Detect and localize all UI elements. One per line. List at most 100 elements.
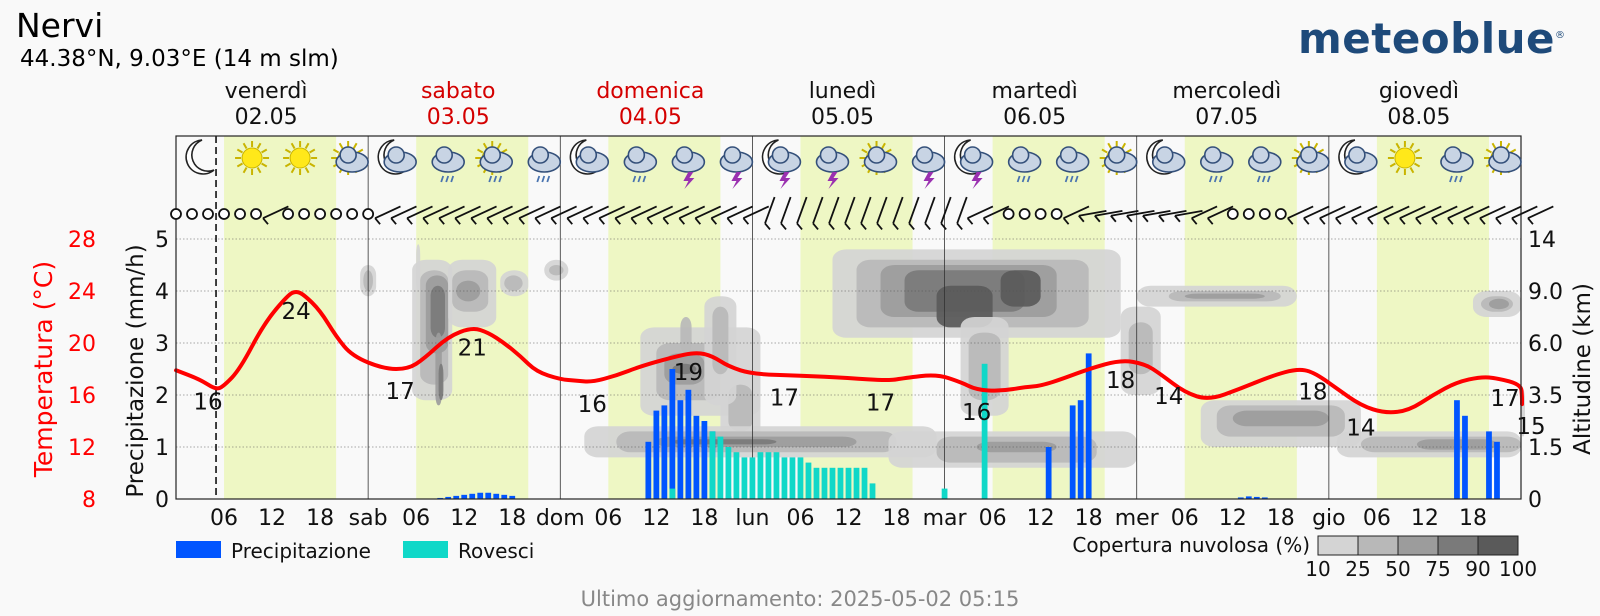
- plot-frame: [175, 135, 1522, 500]
- calm-wind-icon: [330, 208, 343, 220]
- cloud-blob: [1184, 293, 1265, 299]
- daylight-band: [224, 136, 337, 499]
- sun-cloud-icon: [1483, 141, 1522, 175]
- wind-barb-icon: [1447, 205, 1474, 220]
- shower-legend-label: Rovesci: [458, 539, 534, 563]
- wind-barb-icon: [1287, 205, 1314, 220]
- wind-barb-icon: [646, 205, 674, 220]
- precip-tick-label: 5: [155, 228, 169, 253]
- cloud-legend-level: 50: [1385, 557, 1410, 581]
- wind-barb-icon: [1495, 205, 1522, 220]
- temperature-label: 17: [866, 391, 895, 417]
- precip-bar: [653, 410, 660, 499]
- rain-cloud-icon: [1440, 146, 1474, 183]
- cloud-blob: [549, 265, 564, 276]
- wind-barb-icon: [470, 205, 497, 220]
- day-name: venerdì: [225, 79, 308, 104]
- shower-bar: [981, 363, 988, 499]
- cloud-blob: [456, 280, 481, 302]
- cloud-blob: [504, 275, 523, 291]
- sun-cloud-icon: [331, 141, 369, 175]
- day-name: domenica: [596, 79, 704, 104]
- precip-bar: [1077, 400, 1084, 499]
- wind-barb-icon: [967, 205, 994, 220]
- calm-wind-icon: [1034, 208, 1047, 220]
- day-date: 05.05: [811, 105, 874, 130]
- temperature-label: 16: [578, 392, 607, 418]
- shower-bar: [733, 452, 740, 499]
- temp-tick-label: 12: [68, 436, 96, 461]
- brand-logo[interactable]: meteoblue®: [1298, 14, 1566, 63]
- day-date: 02.05: [235, 105, 298, 130]
- wind-barb-icon: [860, 196, 872, 224]
- sun-icon: [235, 141, 270, 175]
- temperature-label: 14: [1154, 384, 1183, 410]
- shower-legend-swatch: [403, 541, 448, 558]
- precip-bar: [1237, 497, 1244, 499]
- calm-wind-icon: [298, 208, 310, 220]
- wind-barb-icon: [1319, 205, 1346, 220]
- wind-barb-icon: [1078, 209, 1107, 217]
- precip-bar: [677, 400, 684, 499]
- day-name: giovedì: [1379, 79, 1459, 104]
- wind-barb-icon: [908, 196, 920, 224]
- day-name: lunedì: [809, 79, 877, 104]
- brand-name: meteoblue: [1298, 14, 1556, 63]
- calm-wind-icon: [1226, 208, 1239, 220]
- precip-bar: [485, 492, 492, 499]
- calm-wind-icon: [1002, 208, 1015, 220]
- day-date: 07.05: [1195, 105, 1258, 130]
- temperature-label: 24: [281, 299, 310, 325]
- shower-bar: [757, 452, 764, 499]
- wind-barb-icon: [502, 205, 529, 220]
- cloud-legend-swatch: [1357, 535, 1399, 556]
- wind-barb-icon: [710, 205, 738, 220]
- cloud-legend-level: 75: [1425, 557, 1450, 581]
- wind-barb-icon: [662, 205, 690, 220]
- shower-bar: [789, 457, 796, 499]
- precip-bar: [1045, 447, 1052, 499]
- wind-barb-icon: [1367, 205, 1394, 220]
- cloud-blob: [672, 363, 697, 375]
- shower-bar: [829, 467, 836, 499]
- wind-barb-icon: [518, 205, 545, 220]
- brand-mark: ®: [1555, 30, 1566, 41]
- sun-rain-icon: [475, 141, 514, 183]
- calm-wind-icon: [1242, 208, 1255, 220]
- wind-barb-icon: [1207, 205, 1234, 220]
- wind-barb-icon: [1383, 205, 1410, 220]
- wind-barb-icon: [1303, 205, 1330, 220]
- wind-barb-icon: [892, 196, 904, 224]
- wind-barb-icon: [550, 205, 577, 220]
- x-tick-label: 12: [450, 506, 478, 531]
- wind-barb-icon: [374, 205, 401, 220]
- moon-cloud-icon: [1338, 139, 1378, 175]
- moon-icon: [185, 139, 215, 175]
- precip-bar: [1245, 496, 1252, 499]
- wind-barb-icon: [1094, 209, 1123, 217]
- x-day-label: mar: [923, 506, 968, 531]
- moon-cloud-icon: [1146, 139, 1186, 175]
- wind-barb-icon: [1335, 205, 1362, 220]
- moon-cloud-icon: [569, 139, 610, 175]
- x-tick-label: 18: [1267, 506, 1295, 531]
- shower-bar: [869, 483, 876, 499]
- shower-bar: [781, 457, 788, 499]
- precip-bar: [685, 389, 692, 499]
- wind-barb-icon: [534, 205, 561, 220]
- precip-bar: [509, 495, 516, 499]
- calm-wind-icon: [1050, 208, 1063, 220]
- wind-barb-icon: [614, 205, 642, 220]
- cloud-legend-swatch: [1437, 535, 1479, 556]
- precip-bar: [501, 494, 508, 499]
- calm-wind-icon: [234, 208, 246, 220]
- temperature-label: 18: [1298, 380, 1327, 406]
- precip-bar: [493, 493, 500, 499]
- temperature-label: 18: [1106, 368, 1135, 394]
- precip-bar: [1085, 353, 1092, 499]
- wind-barb-icon: [438, 205, 465, 220]
- x-tick-label: 18: [883, 506, 911, 531]
- precip-bar: [1261, 497, 1268, 499]
- altitude-tick-label: 14: [1528, 228, 1556, 253]
- wind-barb-icon: [582, 205, 610, 220]
